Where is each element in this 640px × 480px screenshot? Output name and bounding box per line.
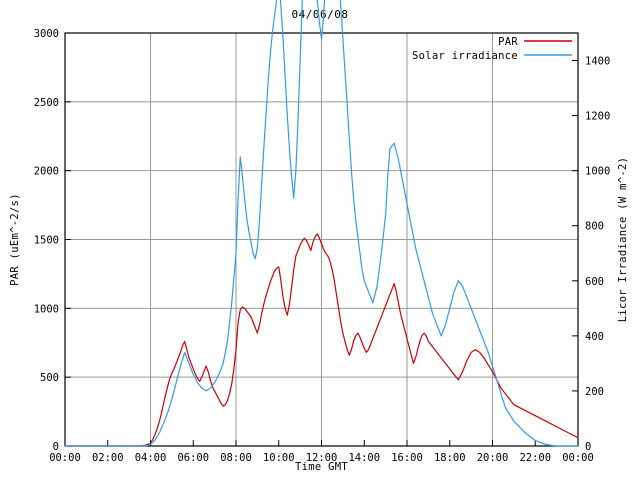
xtick-label: 00:00 — [562, 452, 594, 464]
axis-labels: 0 500 1000 1500 2000 2500 3000 0 200 400 600 800 100… — [9, 28, 629, 473]
ytick-label-left: 3000 — [34, 28, 59, 40]
ytick-label-right: 1000 — [585, 166, 610, 178]
ytick-label-left: 2500 — [34, 97, 59, 109]
ytick-label-left: 1000 — [34, 303, 59, 315]
series-line-par — [64, 233, 579, 447]
xtick-label: 00:00 — [49, 452, 81, 464]
x-axis-title: Time GMT — [295, 461, 348, 473]
ytick-label-right: 200 — [585, 386, 604, 398]
xtick-label: 12:00 — [306, 452, 338, 464]
series-line-solar-irradiance — [64, 0, 579, 447]
legend-label-solar-irradiance: Solar irradiance — [412, 50, 518, 62]
y-axis-title-right: Licor Irradiance (W m^-2) — [617, 157, 629, 323]
xtick-label: 06:00 — [177, 452, 209, 464]
y-axis-title-left: PAR (uEm^-2/s) — [9, 193, 21, 286]
chart-legend: PAR Solar irradiance — [412, 36, 572, 62]
ytick-label-left: 2000 — [34, 166, 59, 178]
data-series — [64, 0, 579, 447]
xtick-label: 08:00 — [220, 452, 252, 464]
chart-title: 04/06/08 — [291, 8, 349, 21]
xtick-label: 14:00 — [348, 452, 380, 464]
legend-label-par: PAR — [498, 36, 518, 48]
ytick-label-right: 1400 — [585, 56, 610, 68]
xtick-label: 20:00 — [477, 452, 509, 464]
ytick-label-right: 400 — [585, 331, 604, 343]
ytick-label-left: 0 — [53, 441, 59, 453]
xtick-label: 04:00 — [135, 452, 167, 464]
ytick-label-right: 600 — [585, 276, 604, 288]
ytick-label-right: 0 — [585, 441, 591, 453]
xtick-label: 22:00 — [519, 452, 551, 464]
ytick-label-right: 800 — [585, 221, 604, 233]
grid-lines — [65, 33, 578, 446]
xtick-label: 10:00 — [263, 452, 295, 464]
xtick-label: 16:00 — [391, 452, 423, 464]
ytick-label-left: 1500 — [34, 235, 59, 247]
xtick-label: 02:00 — [92, 452, 124, 464]
ytick-label-left: 500 — [40, 372, 59, 384]
ytick-label-right: 1200 — [585, 111, 610, 123]
xtick-label: 18:00 — [434, 452, 466, 464]
